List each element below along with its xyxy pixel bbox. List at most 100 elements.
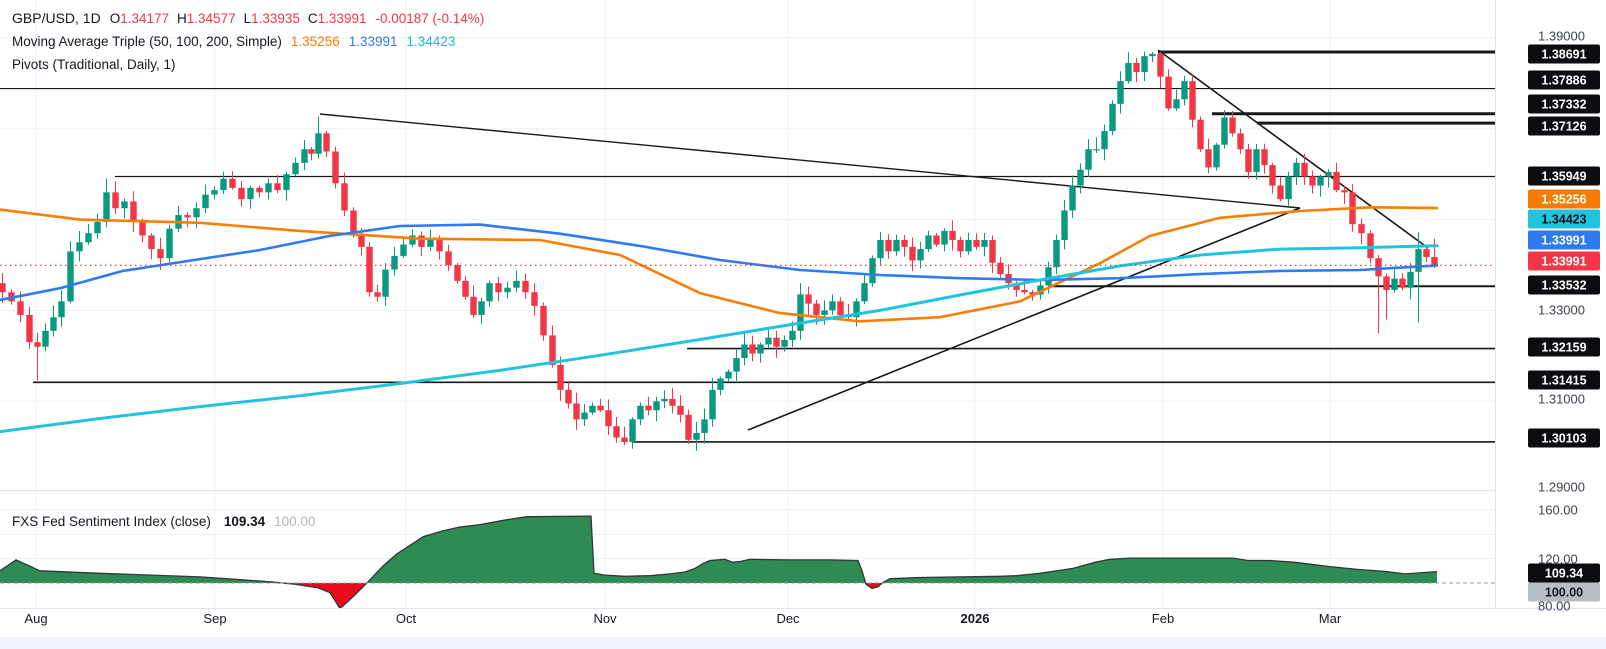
scale-price-badge	[1528, 189, 1600, 209]
candle	[332, 146, 339, 189]
candle	[0, 273, 6, 303]
sentiment-base-value: 100.00	[274, 514, 316, 529]
trendline[interactable]	[747, 207, 1301, 431]
scale-badge-label: 1.37126	[1541, 120, 1586, 134]
scale-label[interactable]: 1.33000	[1538, 303, 1585, 318]
candle	[531, 283, 538, 316]
scale-label[interactable]: 120.00	[1538, 552, 1578, 567]
candle	[1165, 69, 1172, 111]
time-axis-label[interactable]: 2026	[961, 611, 990, 626]
candle	[1189, 74, 1196, 128]
time-axis-label[interactable]: Feb	[1152, 611, 1174, 626]
candle	[893, 234, 900, 256]
open-label: O	[109, 11, 121, 26]
sentiment-indicator-label: FXS Fed Sentiment Index (close)	[12, 514, 211, 529]
candle	[741, 333, 748, 366]
sentiment-legend-row: FXS Fed Sentiment Index (close) 109.34 1…	[12, 514, 315, 529]
time-axis-label[interactable]: Aug	[24, 611, 47, 626]
scale-label[interactable]: 1.29000	[1538, 480, 1585, 495]
candle	[540, 302, 547, 341]
candle	[925, 230, 932, 253]
timeline-scrollbar-strip[interactable]	[0, 637, 1606, 649]
candle	[391, 246, 398, 276]
sentiment-area-negative	[0, 583, 1437, 608]
candle	[504, 281, 511, 299]
scale-label[interactable]: 80.00	[1538, 599, 1571, 614]
change-value: -0.00187 (-0.14%)	[375, 11, 485, 26]
candle	[220, 171, 227, 194]
scale-badge-label: 1.31415	[1541, 374, 1586, 388]
candle	[308, 147, 315, 161]
candle	[85, 223, 92, 245]
candle	[462, 275, 469, 300]
candle	[478, 297, 485, 325]
candle	[211, 185, 218, 200]
scale-price-badge	[1528, 251, 1600, 271]
candle	[877, 232, 884, 265]
sentiment-value: 109.34	[223, 514, 266, 529]
candle	[1101, 124, 1108, 161]
candle	[757, 342, 764, 363]
candle	[148, 233, 155, 260]
candle	[709, 378, 716, 427]
scale-badge-label: 1.35949	[1541, 170, 1586, 184]
ma-legend-row: Moving Average Triple (50, 100, 200, Sim…	[12, 34, 455, 49]
candle	[797, 283, 804, 340]
trendline[interactable]	[319, 113, 1301, 209]
ma50-value: 1.35256	[290, 34, 340, 49]
candle	[669, 388, 676, 414]
candle	[76, 231, 83, 262]
candle	[549, 325, 556, 368]
candle	[597, 398, 604, 413]
time-axis-label[interactable]: Oct	[396, 611, 417, 626]
scale-label[interactable]: 160.00	[1538, 503, 1578, 518]
candle	[933, 232, 940, 247]
time-axis-label[interactable]: Sep	[203, 611, 226, 626]
candle	[184, 212, 191, 228]
candle	[470, 285, 477, 318]
candle	[522, 273, 529, 300]
candle	[989, 235, 996, 273]
candle	[1309, 170, 1316, 194]
moving-average-line-ma100	[0, 223, 1439, 302]
candle	[274, 175, 281, 194]
candle	[1375, 255, 1382, 334]
candle	[1261, 143, 1268, 174]
candle	[1221, 110, 1228, 149]
scale-label[interactable]: 1.39000	[1538, 29, 1585, 44]
candle	[557, 356, 564, 401]
candle	[1431, 238, 1438, 268]
scale-badge-label: 1.34423	[1541, 213, 1586, 227]
candle	[997, 257, 1004, 280]
close-value: 1.33991	[317, 11, 367, 26]
candle	[901, 235, 908, 257]
candle	[1173, 89, 1180, 111]
candle	[486, 280, 493, 307]
candle	[1391, 269, 1398, 293]
candle	[973, 233, 980, 250]
time-axis-label[interactable]: Nov	[593, 611, 617, 626]
time-axis-label[interactable]: Mar	[1319, 611, 1342, 626]
scale-label[interactable]: 1.31000	[1538, 392, 1585, 407]
scale-price-badge	[1528, 582, 1600, 602]
ohlc-values: O1.34177 H1.34577 L1.33935 C1.33991	[110, 11, 367, 26]
scale-badge-label: 109.34	[1545, 567, 1583, 581]
scale-price-badge	[1528, 209, 1600, 229]
candle	[382, 262, 389, 306]
candle	[265, 178, 272, 200]
candle	[1341, 185, 1348, 205]
time-axis-label[interactable]: Dec	[776, 611, 800, 626]
candle	[1317, 174, 1324, 197]
candle	[1181, 76, 1188, 106]
candle	[1061, 200, 1068, 250]
trendline[interactable]	[1157, 49, 1429, 249]
candle	[323, 131, 330, 157]
scale-price-badge	[1528, 428, 1600, 448]
candle	[1157, 51, 1164, 89]
candle	[130, 191, 137, 232]
ma-indicator-label: Moving Average Triple (50, 100, 200, Sim…	[12, 34, 282, 49]
scale-badge-label: 1.32159	[1541, 341, 1586, 355]
candle	[256, 185, 263, 198]
candle	[1383, 273, 1390, 320]
